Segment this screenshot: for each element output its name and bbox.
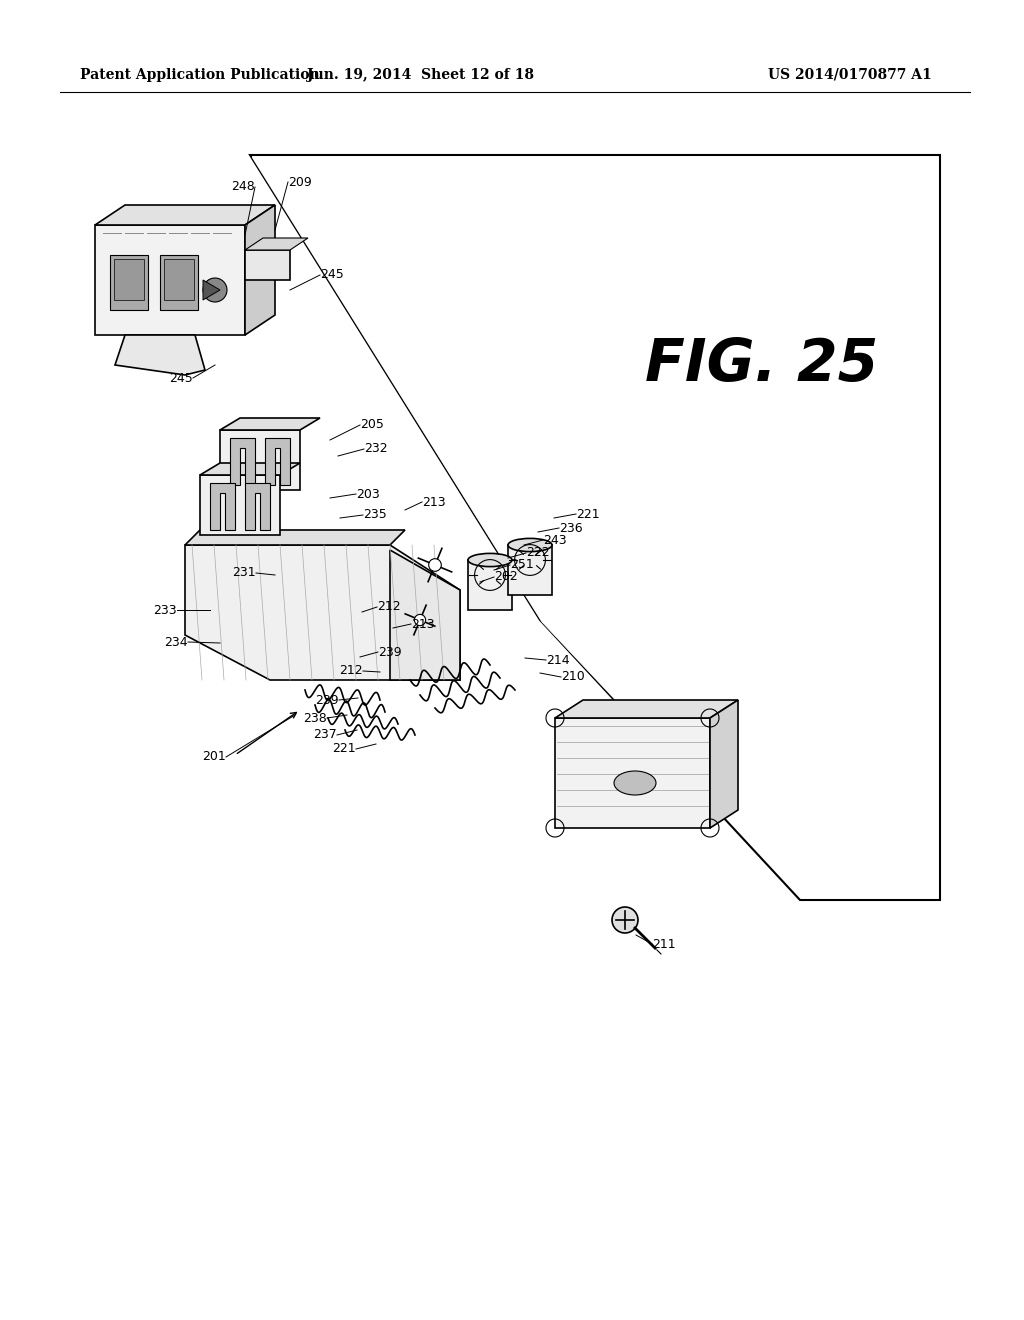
Text: 236: 236 <box>559 521 583 535</box>
Circle shape <box>415 614 426 626</box>
Text: 205: 205 <box>360 418 384 432</box>
Polygon shape <box>185 545 460 680</box>
Polygon shape <box>245 249 290 280</box>
Text: 239: 239 <box>378 645 401 659</box>
Polygon shape <box>95 224 245 335</box>
Circle shape <box>612 907 638 933</box>
Polygon shape <box>468 560 512 610</box>
Polygon shape <box>110 255 148 310</box>
Text: 231: 231 <box>232 566 256 579</box>
Text: 211: 211 <box>652 937 676 950</box>
Polygon shape <box>203 280 220 300</box>
Polygon shape <box>252 157 938 898</box>
Text: 221: 221 <box>333 742 356 755</box>
Text: 237: 237 <box>313 729 337 742</box>
Text: 248: 248 <box>231 181 255 194</box>
Text: US 2014/0170877 A1: US 2014/0170877 A1 <box>768 69 932 82</box>
Polygon shape <box>160 255 198 310</box>
Polygon shape <box>185 531 406 545</box>
Text: 202: 202 <box>494 570 518 583</box>
Text: 221: 221 <box>575 507 600 520</box>
Text: 213: 213 <box>411 618 434 631</box>
Text: 232: 232 <box>364 442 388 455</box>
Text: Patent Application Publication: Patent Application Publication <box>80 69 319 82</box>
Text: 238: 238 <box>303 711 327 725</box>
Text: 239: 239 <box>315 693 339 706</box>
Text: 245: 245 <box>319 268 344 281</box>
Polygon shape <box>200 475 280 535</box>
Polygon shape <box>200 463 300 475</box>
Text: 201: 201 <box>203 751 226 763</box>
Polygon shape <box>220 430 300 490</box>
Circle shape <box>429 558 441 572</box>
Text: 243: 243 <box>543 533 566 546</box>
Circle shape <box>203 279 227 302</box>
Text: 212: 212 <box>377 601 400 614</box>
Polygon shape <box>245 483 270 531</box>
Text: 213: 213 <box>422 495 445 508</box>
Ellipse shape <box>508 539 552 552</box>
Text: 212: 212 <box>339 664 362 677</box>
Text: 234: 234 <box>165 635 188 648</box>
Polygon shape <box>508 545 552 595</box>
Ellipse shape <box>614 771 656 795</box>
Text: 209: 209 <box>288 176 311 189</box>
Polygon shape <box>265 438 290 484</box>
Polygon shape <box>390 550 460 680</box>
Polygon shape <box>95 205 275 224</box>
Polygon shape <box>245 205 275 335</box>
Polygon shape <box>210 483 234 531</box>
Ellipse shape <box>468 553 512 566</box>
Text: Jun. 19, 2014  Sheet 12 of 18: Jun. 19, 2014 Sheet 12 of 18 <box>306 69 534 82</box>
Polygon shape <box>250 154 940 900</box>
Text: 210: 210 <box>561 671 585 684</box>
Text: 251: 251 <box>510 558 534 572</box>
Polygon shape <box>555 700 738 718</box>
Polygon shape <box>220 418 319 430</box>
Text: 222: 222 <box>526 546 550 560</box>
Polygon shape <box>164 259 194 300</box>
Polygon shape <box>555 718 710 828</box>
Polygon shape <box>230 438 255 484</box>
Polygon shape <box>710 700 738 828</box>
Polygon shape <box>115 335 205 375</box>
Text: 214: 214 <box>546 653 569 667</box>
Text: 235: 235 <box>362 508 387 521</box>
Polygon shape <box>245 238 308 249</box>
Text: 245: 245 <box>169 371 193 384</box>
Text: FIG. 25: FIG. 25 <box>645 337 879 393</box>
Text: 203: 203 <box>356 487 380 500</box>
Polygon shape <box>114 259 144 300</box>
Text: 233: 233 <box>154 603 177 616</box>
